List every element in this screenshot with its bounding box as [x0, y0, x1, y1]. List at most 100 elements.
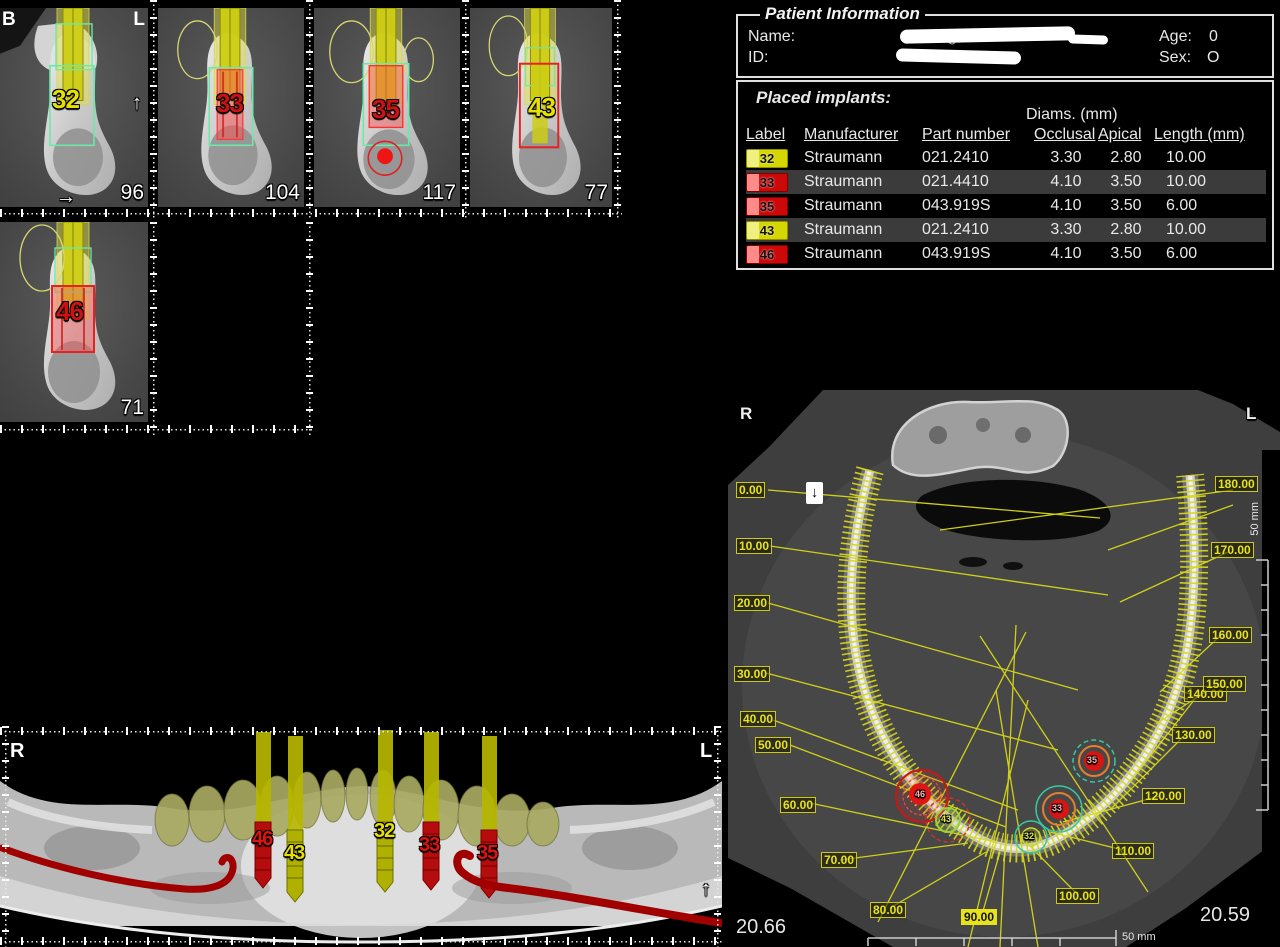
slice-viewport-32[interactable]: B L ↑ → 32 96	[0, 8, 148, 207]
manufacturer-cell: Straumann	[804, 173, 883, 190]
pano-ruler	[0, 936, 722, 947]
axial-implant-circles	[895, 739, 1116, 854]
table-row-implant-33[interactable]: 33 Straumann 021.4410 4.10 3.50 10.00	[746, 170, 1266, 194]
apical-cell: 3.50	[1110, 197, 1142, 214]
sex-value: O	[1207, 49, 1220, 66]
part-number-cell: 021.4410	[922, 173, 989, 190]
angle-label-130: 130.00	[1172, 727, 1215, 743]
implant-shafts	[256, 730, 497, 830]
angle-label-170: 170.00	[1211, 542, 1254, 558]
angle-label-0: 0.00	[736, 482, 766, 498]
angle-label-30: 30.00	[734, 666, 771, 682]
col-length: Length (mm)	[1154, 126, 1245, 143]
id-label: ID:	[748, 49, 769, 66]
slice-ruler	[148, 0, 158, 220]
pano-ruler	[712, 726, 722, 947]
implant-chip-33: 33	[746, 172, 788, 192]
part-number-cell: 043.919S	[922, 197, 991, 214]
implant-chip-32: 32	[746, 148, 788, 168]
pano-implant-label-46: 46	[252, 828, 273, 850]
pano-implant-label-35: 35	[477, 842, 498, 864]
name-redaction	[899, 26, 1076, 44]
axial-marker-32: 32	[1024, 831, 1035, 841]
length-cell: 10.00	[1166, 221, 1207, 238]
occlusal-cell: 3.30	[1050, 221, 1082, 238]
slice-viewport-43[interactable]: 43 77	[470, 8, 612, 207]
right-scale-ruler	[1256, 559, 1269, 811]
table-row-implant-35[interactable]: 35 Straumann 043.919S 4.10 3.50 6.00	[746, 194, 1266, 218]
orientation-label-r: R	[10, 740, 25, 762]
manufacturer-cell: Straumann	[804, 149, 883, 166]
slice-number: 117	[422, 181, 456, 204]
slice-ruler	[460, 0, 470, 220]
orientation-label-l: L	[700, 740, 713, 762]
slice-viewport-33[interactable]: 33 104	[158, 8, 304, 207]
id-redaction	[895, 48, 1022, 65]
angle-label-20: 20.00	[734, 595, 771, 611]
slice-viewport-46[interactable]: 46 71	[0, 222, 148, 422]
part-number-cell: 043.919S	[922, 245, 991, 262]
slice-number: 96	[120, 181, 144, 204]
pano-ruler	[0, 726, 722, 737]
implant-label-43: 43	[528, 92, 556, 122]
length-cell: 10.00	[1166, 149, 1207, 166]
right-scale-label: 50 mm	[1249, 502, 1261, 536]
right-measurement-value: 20.59	[1200, 904, 1251, 926]
slice-number: 104	[264, 181, 300, 204]
angle-label-70: 70.00	[821, 852, 858, 868]
implant-label-46: 46	[56, 296, 84, 326]
implants-table: Label Manufacturer Part number Occlusal …	[746, 124, 1266, 266]
pano-implant-label-33: 33	[419, 834, 440, 856]
slice-viewport-35[interactable]: 35 117	[314, 8, 460, 207]
part-number-cell: 021.2410	[922, 221, 989, 238]
orientation-label-l: L	[1246, 404, 1257, 423]
patient-information-title: Patient Information	[760, 4, 925, 24]
table-row-implant-43[interactable]: 43 Straumann 021.2410 3.30 2.80 10.00	[746, 218, 1266, 242]
pano-implant-label-32: 32	[374, 820, 395, 842]
implant-chip-35: 35	[746, 196, 788, 216]
col-occlusal: Occlusal	[1034, 126, 1096, 143]
axial-marker-35: 35	[1087, 755, 1098, 765]
occlusal-cell: 4.10	[1050, 245, 1082, 262]
age-label: Age:	[1159, 28, 1192, 45]
sex-label: Sex:	[1159, 49, 1192, 66]
mandible-arch	[843, 467, 1203, 857]
name-label: Name:	[748, 28, 796, 45]
name-redaction	[1067, 34, 1109, 45]
scroll-right-arrow-icon[interactable]: →	[56, 186, 76, 207]
panoramic-viewport[interactable]: R L 46 43 32 33 35 ↑	[0, 726, 722, 947]
apical-cell: 3.50	[1110, 173, 1142, 190]
manufacturer-cell: Straumann	[804, 197, 883, 214]
apical-cell: 3.50	[1110, 245, 1142, 262]
diams-header: Diams. (mm)	[1026, 106, 1118, 123]
slice-ruler	[304, 222, 314, 436]
nerve-canal	[0, 844, 722, 927]
col-part-number: Part number	[922, 126, 1011, 143]
orientation-label-b: B	[2, 9, 16, 30]
angle-label-80: 80.00	[870, 902, 907, 918]
length-cell: 6.00	[1166, 197, 1198, 214]
manufacturer-cell: Straumann	[804, 221, 883, 238]
implant-chip-46: 46	[746, 244, 788, 264]
length-cell: 6.00	[1166, 245, 1198, 262]
table-row-implant-46[interactable]: 46 Straumann 043.919S 4.10 3.50 6.00	[746, 242, 1266, 266]
length-cell: 10.00	[1166, 173, 1207, 190]
implant-bodies	[254, 821, 498, 903]
orientation-label-r: R	[740, 404, 753, 423]
angle-label-60: 60.00	[780, 797, 817, 813]
apical-cell: 2.80	[1110, 149, 1142, 166]
scroll-up-arrow-icon[interactable]: ↑	[701, 878, 711, 900]
axial-viewport[interactable]: R L ↓ 0.00 10.00 20.00 30.00 40.00 50.00…	[728, 390, 1280, 947]
angle-label-50: 50.00	[755, 737, 792, 753]
angle-label-180: 180.00	[1215, 476, 1258, 492]
position-marker-down-arrow-icon[interactable]: ↓	[806, 482, 823, 504]
table-row-implant-32[interactable]: 32 Straumann 021.2410 3.30 2.80 10.00	[746, 146, 1266, 170]
occlusal-cell: 4.10	[1050, 197, 1082, 214]
angle-label-90-selected[interactable]: 90.00	[961, 909, 998, 925]
scroll-up-arrow-icon[interactable]: ↑	[132, 92, 142, 114]
angle-label-10: 10.00	[736, 538, 773, 554]
slice-ruler	[0, 424, 314, 435]
angle-label-40: 40.00	[740, 711, 777, 727]
bottom-scale-label: 50 mm	[1122, 931, 1156, 943]
